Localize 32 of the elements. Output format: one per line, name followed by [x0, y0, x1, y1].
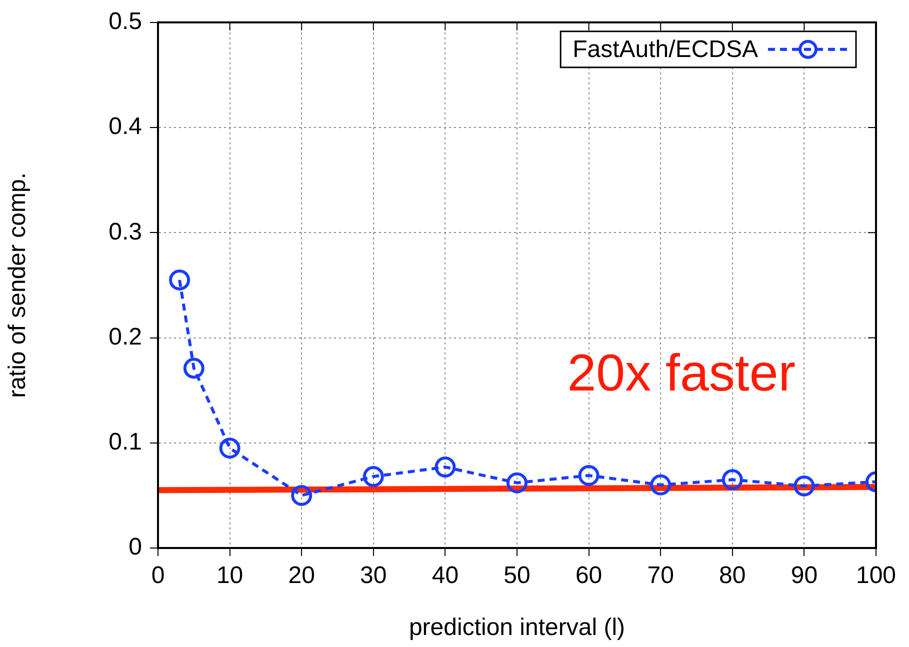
y-tick-label: 0.2	[108, 323, 142, 350]
x-tick-label: 60	[575, 562, 602, 590]
x-tick-label: 30	[360, 562, 387, 590]
y-tick-label: 0.3	[108, 218, 142, 246]
x-tick-label: 90	[790, 562, 818, 590]
x-tick-label: 40	[432, 562, 459, 590]
point	[578, 464, 600, 486]
point	[219, 438, 240, 459]
legend-label: FastAuth/ECDSA	[572, 36, 758, 64]
point	[650, 474, 672, 496]
point	[794, 475, 815, 496]
point	[169, 269, 190, 290]
x-axis-title: prediction interval (l)	[408, 614, 626, 642]
point	[434, 456, 456, 478]
point	[722, 469, 743, 490]
x-tick-label: 0	[151, 562, 165, 590]
x-tick-label: 20	[288, 562, 315, 590]
point	[362, 466, 384, 488]
x-tick-label: 50	[504, 562, 530, 590]
y-axis-title: ratio of sender comp.	[4, 172, 32, 398]
y-tick-label: 0.1	[108, 428, 142, 456]
x-tick-label: 70	[647, 562, 674, 590]
point	[183, 358, 204, 379]
point	[291, 484, 312, 506]
y-tick-label: 0.5	[108, 8, 142, 36]
x-tick-label: 80	[719, 562, 746, 590]
annotation: 20x faster	[567, 344, 796, 402]
x-tick-label: 10	[216, 562, 244, 590]
y-tick-label: 0	[128, 534, 142, 561]
point	[506, 472, 528, 494]
y-tick-label: 0.4	[108, 113, 142, 140]
x-tick-label: 100	[856, 562, 896, 590]
